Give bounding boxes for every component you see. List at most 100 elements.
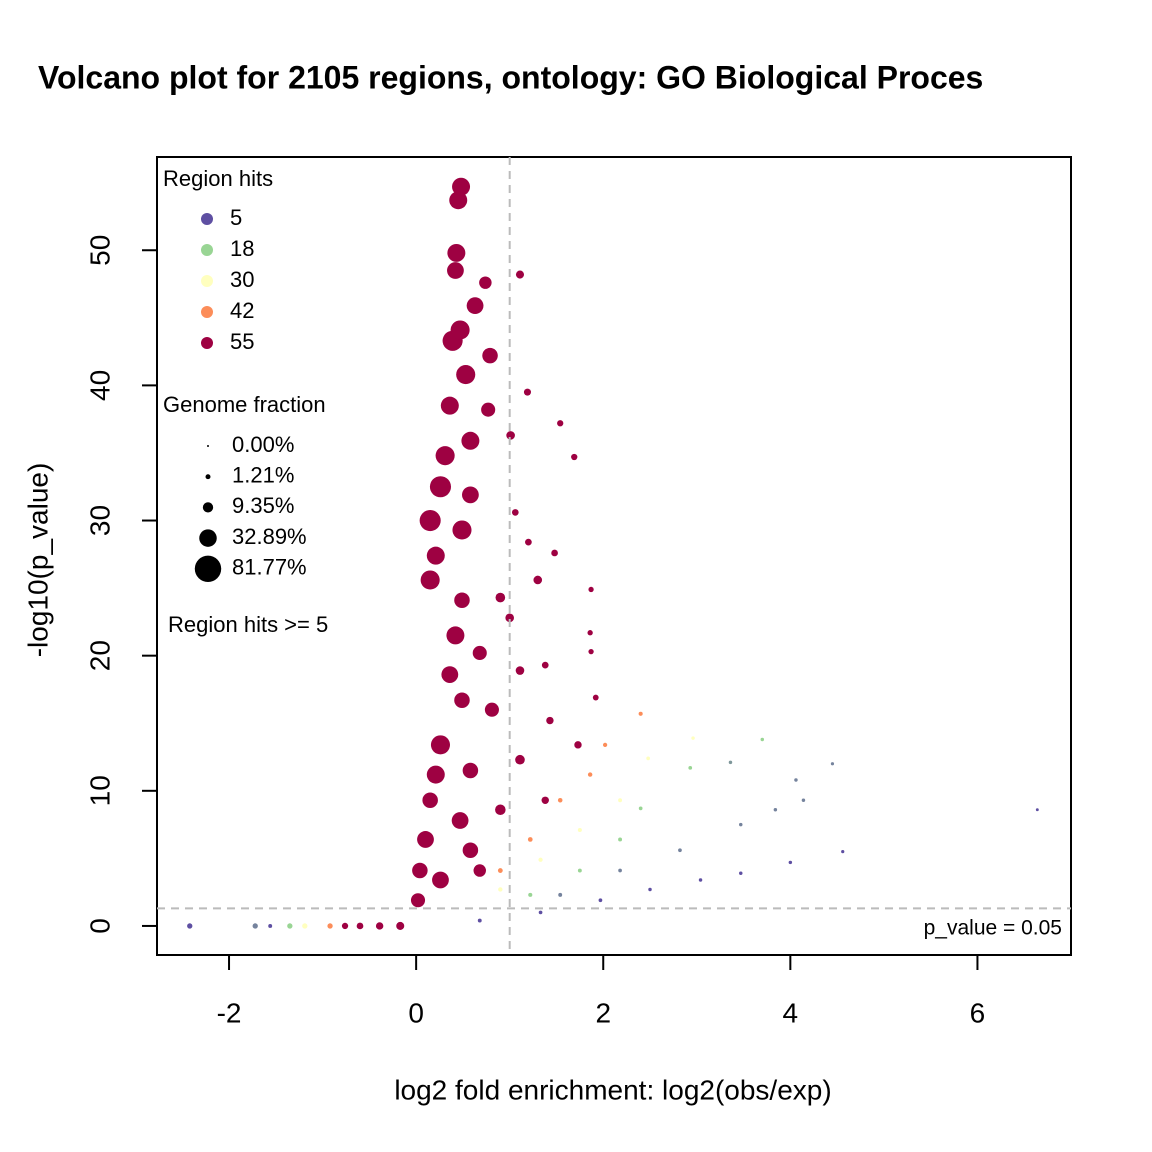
point xyxy=(420,570,440,590)
plot-frame xyxy=(156,156,1072,956)
point xyxy=(1035,808,1039,812)
point xyxy=(648,887,652,892)
point xyxy=(429,476,452,498)
point xyxy=(426,765,445,784)
size-legend-label: 0.00% xyxy=(232,432,294,457)
size-legend-swatch xyxy=(207,445,209,447)
point xyxy=(419,509,441,532)
point xyxy=(574,741,582,749)
point xyxy=(527,837,533,842)
point xyxy=(417,831,434,848)
point xyxy=(546,716,554,725)
point xyxy=(452,520,472,540)
y-tick-label: 0 xyxy=(84,918,115,934)
y-tick-label: 40 xyxy=(84,370,115,401)
point xyxy=(638,806,643,811)
color-legend-swatch xyxy=(201,306,213,318)
point xyxy=(688,765,693,770)
point xyxy=(598,898,603,903)
point xyxy=(449,191,468,210)
point xyxy=(558,892,563,897)
point xyxy=(541,796,549,804)
point xyxy=(557,797,563,803)
size-legend-swatch xyxy=(194,555,222,583)
point xyxy=(646,756,651,761)
point xyxy=(515,270,524,279)
point xyxy=(505,613,514,623)
point xyxy=(422,792,438,809)
point xyxy=(592,694,599,701)
point xyxy=(678,848,682,853)
color-legend-swatch xyxy=(201,337,213,349)
point xyxy=(456,365,476,385)
point xyxy=(587,772,593,777)
point xyxy=(515,666,525,675)
color-legend-label: 30 xyxy=(230,267,254,292)
point xyxy=(528,892,533,897)
point xyxy=(341,922,349,930)
point xyxy=(773,807,778,812)
point xyxy=(497,868,503,873)
x-tick-label: -2 xyxy=(217,997,242,1028)
point xyxy=(577,827,582,833)
x-tick-label: 4 xyxy=(783,997,799,1028)
point xyxy=(525,538,532,546)
point xyxy=(760,737,765,742)
color-legend-swatch xyxy=(201,244,213,256)
size-legend-swatch xyxy=(202,502,214,513)
point xyxy=(327,923,333,929)
size-legend-label: 32.89% xyxy=(232,524,307,549)
point xyxy=(541,661,549,669)
point xyxy=(451,812,469,829)
point xyxy=(454,592,470,609)
point xyxy=(396,921,405,930)
x-axis-label: log2 fold enrichment: log2(obs/exp) xyxy=(394,1074,831,1105)
point xyxy=(452,177,471,196)
point xyxy=(506,431,515,440)
point xyxy=(462,486,479,504)
color-legend-label: 5 xyxy=(230,205,242,230)
x-tick-label: 6 xyxy=(970,997,986,1028)
point xyxy=(252,923,258,929)
point xyxy=(466,297,484,315)
point xyxy=(538,857,543,862)
chart-title: Volcano plot for 2105 regions, ontology:… xyxy=(38,59,983,95)
point xyxy=(410,893,426,908)
point xyxy=(638,711,643,716)
point xyxy=(462,762,479,779)
point xyxy=(479,276,492,289)
color-legend-label: 42 xyxy=(230,298,254,323)
point xyxy=(618,868,622,873)
point xyxy=(268,923,273,928)
point xyxy=(801,798,806,803)
point xyxy=(495,592,506,603)
point xyxy=(477,918,482,923)
point xyxy=(728,760,733,765)
point xyxy=(788,860,793,865)
point xyxy=(698,878,703,882)
size-legend-swatch xyxy=(199,529,217,547)
point xyxy=(618,837,623,842)
point xyxy=(447,262,464,279)
point xyxy=(533,575,543,585)
point xyxy=(557,420,564,427)
point xyxy=(356,922,364,930)
point xyxy=(618,798,623,803)
plot-area xyxy=(187,177,1039,930)
point xyxy=(830,762,835,766)
point xyxy=(498,887,503,892)
point xyxy=(441,666,459,683)
point xyxy=(447,243,466,262)
color-legend-swatch xyxy=(201,213,213,225)
point xyxy=(602,742,608,747)
point xyxy=(587,630,593,636)
point xyxy=(187,923,193,929)
point xyxy=(588,586,594,593)
size-legend-swatch xyxy=(205,474,211,480)
point xyxy=(472,645,487,661)
point xyxy=(435,446,455,466)
y-tick-label: 10 xyxy=(84,775,115,806)
point xyxy=(440,396,459,415)
point xyxy=(430,735,450,755)
